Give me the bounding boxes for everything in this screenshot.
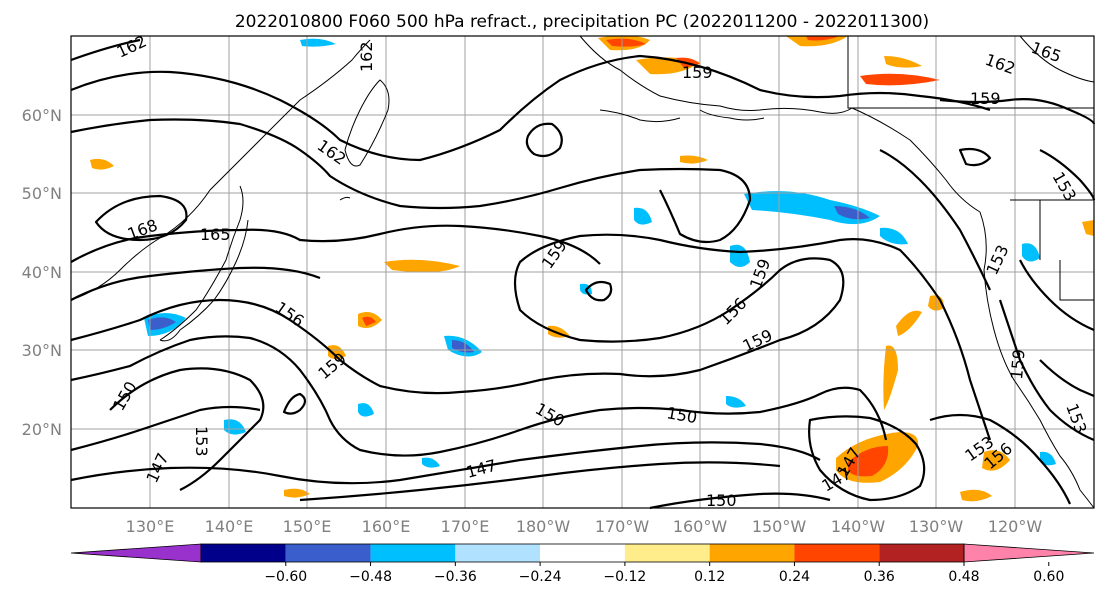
lat-label: 60°N	[22, 106, 62, 125]
lon-label: 140°W	[831, 517, 886, 536]
colorbar: −0.60 −0.48 −0.36 −0.24 −0.12 0.12 0.24 0.36 0.4…	[70, 543, 1095, 585]
latitude-labels: 60°N 50°N 40°N 30°N 20°N	[22, 106, 62, 439]
lon-label: 160°W	[673, 517, 728, 536]
colorbar-tick-label: 0.48	[948, 569, 979, 585]
contour-label: 150	[706, 491, 737, 510]
longitude-labels: 130°E 140°E 150°E 160°E 170°E 180°W 170°…	[126, 517, 1043, 536]
precip-shading	[90, 35, 1094, 502]
colorbar-tick-label: −0.36	[434, 569, 477, 585]
colorbar-segment	[455, 544, 541, 562]
colorbar-tick-label: 0.12	[694, 569, 725, 585]
lon-label: 170°W	[595, 517, 650, 536]
lon-label: 160°E	[362, 517, 411, 536]
colorbar-segment	[794, 544, 880, 562]
map-title: 2022010800 F060 500 hPa refract., precip…	[235, 12, 929, 32]
contour-label: 162	[357, 41, 376, 72]
lon-label: 150°W	[752, 517, 807, 536]
map-panel: 162 162 162 165 159 159 162 168 165 159 …	[70, 31, 1096, 510]
colorbar-segment	[201, 544, 286, 562]
colorbar-tick-label: 0.24	[779, 569, 810, 585]
contour-label: 153	[192, 426, 211, 457]
lon-label: 150°E	[283, 517, 332, 536]
colorbar-extension-max	[963, 543, 1095, 563]
lat-label: 40°N	[22, 263, 62, 282]
colorbar-segment	[879, 544, 964, 562]
lon-label: 120°W	[988, 517, 1043, 536]
colorbar-tick-label: −0.60	[264, 569, 307, 585]
colorbar-segment	[709, 544, 795, 562]
colorbar-tick-label: −0.24	[519, 569, 562, 585]
colorbar-segment	[285, 544, 371, 562]
colorbar-tick-label: 0.36	[864, 569, 895, 585]
colorbar-tick-label: −0.48	[349, 569, 392, 585]
lat-label: 20°N	[22, 420, 62, 439]
colorbar-extension-min	[70, 543, 202, 563]
lat-label: 50°N	[22, 184, 62, 203]
colorbar-segment	[370, 544, 456, 562]
lon-label: 140°E	[205, 517, 254, 536]
lon-label: 130°W	[909, 517, 964, 536]
colorbar-tick-label: −0.12	[603, 569, 646, 585]
colorbar-segment	[540, 544, 625, 562]
colorbar-tick-label: 0.60	[1033, 569, 1064, 585]
colorbar-outline	[200, 543, 965, 563]
map-frame	[70, 35, 1095, 509]
lon-label: 170°E	[441, 517, 490, 536]
contour-label: 159	[682, 63, 713, 82]
colorbar-segment	[624, 544, 710, 562]
contours	[70, 38, 1096, 510]
contour-label: 159	[1007, 348, 1029, 380]
contour-label: 165	[200, 225, 231, 244]
lon-label: 130°E	[126, 517, 175, 536]
contour-label: 159	[970, 89, 1001, 108]
lon-label: 180°W	[516, 517, 571, 536]
lat-label: 30°N	[22, 341, 62, 360]
